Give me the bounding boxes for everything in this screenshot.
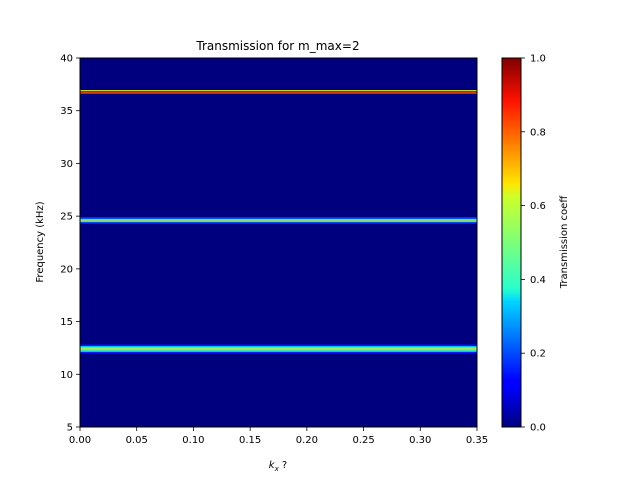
colorbar-tick-label: 0.0 [530,423,546,434]
band-3 [80,90,477,94]
x-axis-label-main: k [269,460,276,471]
colorbar-tick-label: 0.6 [530,201,546,212]
colorbar: 0.0 0.2 0.4 0.6 0.8 1.0 Transmission coeff [501,54,570,434]
x-axis-label: kx ? [269,460,287,473]
x-axis-label-subscript: x [274,465,280,473]
band-2 [80,217,477,224]
x-tick-label: 0.15 [239,435,261,446]
x-tick-label: 0.00 [69,435,91,446]
band-2-cell [80,220,477,222]
plot-frame [79,57,478,428]
x-tick-label: 0.05 [126,435,148,446]
colorbar-label: Transmission coeff [559,195,570,290]
band-1-cell [80,348,477,350]
y-tick-label: 15 [60,317,73,328]
y-tick-label: 40 [60,54,73,65]
band-3-cell [80,91,477,93]
y-tick-label: 5 [67,423,73,434]
band-2-cell [80,221,477,224]
y-axis-label: Frequency (kHz) [35,201,46,282]
y-tick-label: 20 [60,264,73,275]
band-2-cell [80,218,477,220]
colorbar-ticks: 0.0 0.2 0.4 0.6 0.8 1.0 [521,54,546,434]
colorbar-tick-label: 1.0 [530,54,546,65]
x-axis: 0.00 0.05 0.10 0.15 0.20 0.25 0.30 0.35 [69,427,488,446]
y-axis: 5 10 15 20 25 30 35 40 [60,54,80,434]
band-1-cell [80,344,477,347]
band-3-cell [80,90,477,91]
x-tick-label: 0.30 [409,435,431,446]
band-1 [80,344,477,354]
colorbar-tick-label: 0.2 [530,349,546,360]
band-1-cell [80,349,477,351]
band-1-cell [80,346,477,348]
band-3-cell [80,92,477,94]
plot-area [79,57,478,428]
x-tick-label: 0.10 [182,435,204,446]
band-1-cell [80,347,477,349]
heatmap-background [80,58,477,427]
band-2-cell [80,217,477,219]
chart-title: Transmission for m_max=2 [195,39,359,53]
y-tick-label: 30 [60,159,73,170]
band-1-cell [80,351,477,354]
x-axis-label-suffix: ? [279,460,288,471]
y-tick-label: 10 [60,370,73,381]
colorbar-tick-label: 0.4 [530,275,546,286]
x-tick-label: 0.20 [296,435,318,446]
x-tick-label: 0.25 [352,435,374,446]
band-1-cell [80,350,477,352]
y-tick-label: 35 [60,106,73,117]
y-tick-label: 25 [60,212,73,223]
band-3-cell [80,90,477,92]
x-tick-label: 0.35 [466,435,488,446]
band-2-cell [80,219,477,221]
colorbar-tick-label: 0.8 [530,127,546,138]
colorbar-gradient [501,57,522,428]
heatmap-bands [80,90,477,354]
